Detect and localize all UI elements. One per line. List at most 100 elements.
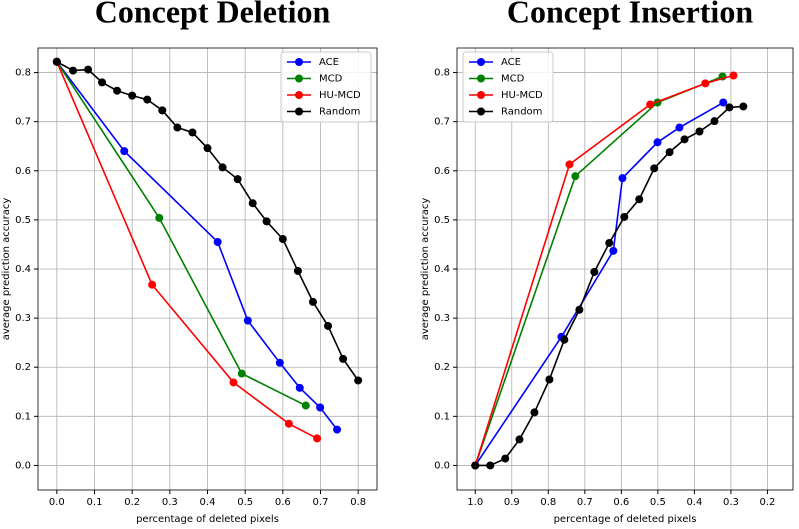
data-point <box>143 95 152 104</box>
legend-marker <box>295 107 303 116</box>
data-point <box>233 175 242 184</box>
x-tick-label: 0.1 <box>87 497 103 508</box>
legend-label: HU-MCD <box>501 90 543 101</box>
data-point <box>293 266 302 275</box>
legend-label: Random <box>501 107 542 118</box>
data-point <box>471 461 480 470</box>
data-point <box>148 280 157 289</box>
data-point <box>725 103 734 112</box>
data-point <box>158 106 167 115</box>
data-point <box>213 237 222 246</box>
data-point <box>237 369 246 378</box>
y-tick-label: 0.1 <box>434 411 450 422</box>
data-point <box>262 217 271 226</box>
x-axis-label: percentage of deleted pixels <box>136 514 279 525</box>
data-point <box>354 376 363 385</box>
y-tick-label: 0.8 <box>434 68 450 79</box>
legend-marker <box>295 91 303 99</box>
data-point <box>113 86 122 95</box>
legend-label: HU-MCD <box>319 90 361 101</box>
y-tick-label: 0.0 <box>434 460 450 471</box>
chart-title: Concept Insertion <box>507 0 753 29</box>
x-tick-label: 0.9 <box>504 497 520 508</box>
legend-label: MCD <box>501 74 525 85</box>
data-point <box>486 461 495 470</box>
x-tick-label: 0.5 <box>650 497 666 508</box>
x-tick-label: 0.3 <box>162 497 178 508</box>
data-point <box>128 91 137 100</box>
data-point <box>680 135 689 144</box>
y-tick-label: 0.4 <box>434 264 450 275</box>
x-tick-label: 0.4 <box>686 497 702 508</box>
x-tick-label: 0.3 <box>723 497 739 508</box>
data-point <box>155 213 164 222</box>
data-point <box>501 454 510 463</box>
y-tick-label: 0.3 <box>15 313 31 324</box>
data-point <box>618 174 627 183</box>
data-point <box>324 321 333 330</box>
data-point <box>710 117 719 126</box>
data-point <box>609 246 618 255</box>
data-point <box>605 238 614 247</box>
plot-frame <box>37 47 378 491</box>
x-tick-label: 0.7 <box>577 497 593 508</box>
y-tick-label: 0.5 <box>15 215 31 226</box>
legend-marker <box>477 107 485 116</box>
data-point <box>98 78 107 87</box>
y-tick-label: 0.8 <box>15 68 31 79</box>
data-point <box>339 354 348 363</box>
data-point <box>575 305 584 314</box>
data-point <box>653 138 662 147</box>
data-point <box>316 403 325 412</box>
legend-label: Random <box>319 107 360 118</box>
x-tick-label: 0.0 <box>49 497 65 508</box>
y-tick-label: 0.0 <box>15 460 31 471</box>
data-point <box>313 434 322 443</box>
legend: ACE MCD HU-MCD Random <box>462 51 554 123</box>
data-point <box>243 316 252 325</box>
legend-box <box>462 51 554 123</box>
data-point <box>739 102 748 111</box>
data-point <box>646 100 655 109</box>
data-point <box>719 98 728 107</box>
legend-marker <box>477 91 485 99</box>
x-tick-label: 1.0 <box>467 497 483 508</box>
legend-marker <box>295 58 303 66</box>
y-tick-label: 0.3 <box>434 313 450 324</box>
data-point <box>729 71 738 80</box>
legend-label: MCD <box>319 74 343 85</box>
plot-frame <box>456 47 794 491</box>
x-tick-label: 0.4 <box>200 497 216 508</box>
data-point <box>650 164 659 173</box>
data-point <box>545 375 554 384</box>
data-point <box>295 383 304 392</box>
data-point <box>69 66 78 75</box>
chart-title: Concept Deletion <box>95 0 331 29</box>
y-axis-label: average prediction accuracy <box>420 198 431 341</box>
legend-marker <box>295 74 303 83</box>
y-tick-label: 0.4 <box>15 264 31 275</box>
chart: Concept Insertion 1.0 0.9 0.8 0.7 0.6 0.5 0.4 0.… <box>420 0 794 525</box>
y-tick-label: 0.5 <box>434 215 450 226</box>
data-point <box>248 199 257 208</box>
data-point <box>620 212 629 221</box>
data-point <box>565 160 574 169</box>
y-tick-label: 0.1 <box>15 411 31 422</box>
x-axis-label: percentage of deleted pixels <box>554 514 697 525</box>
data-point <box>560 335 569 344</box>
legend: ACE MCD HU-MCD Random <box>280 51 372 123</box>
x-tick-label: 0.6 <box>275 497 291 508</box>
chart: Concept Deletion 0.0 0.1 0.2 0.3 0.4 0.5 0.6 0.7… <box>1 0 378 525</box>
data-point <box>515 435 524 444</box>
data-point <box>120 147 129 156</box>
data-point <box>278 235 287 244</box>
data-point <box>173 123 182 132</box>
data-point <box>333 425 342 434</box>
y-axis-label: average prediction accuracy <box>1 198 12 341</box>
data-point <box>188 128 197 137</box>
y-tick-label: 0.7 <box>15 117 31 128</box>
series-line <box>56 61 338 431</box>
data-point <box>530 408 539 417</box>
data-point <box>635 195 644 204</box>
x-tick-label: 0.2 <box>759 497 775 508</box>
